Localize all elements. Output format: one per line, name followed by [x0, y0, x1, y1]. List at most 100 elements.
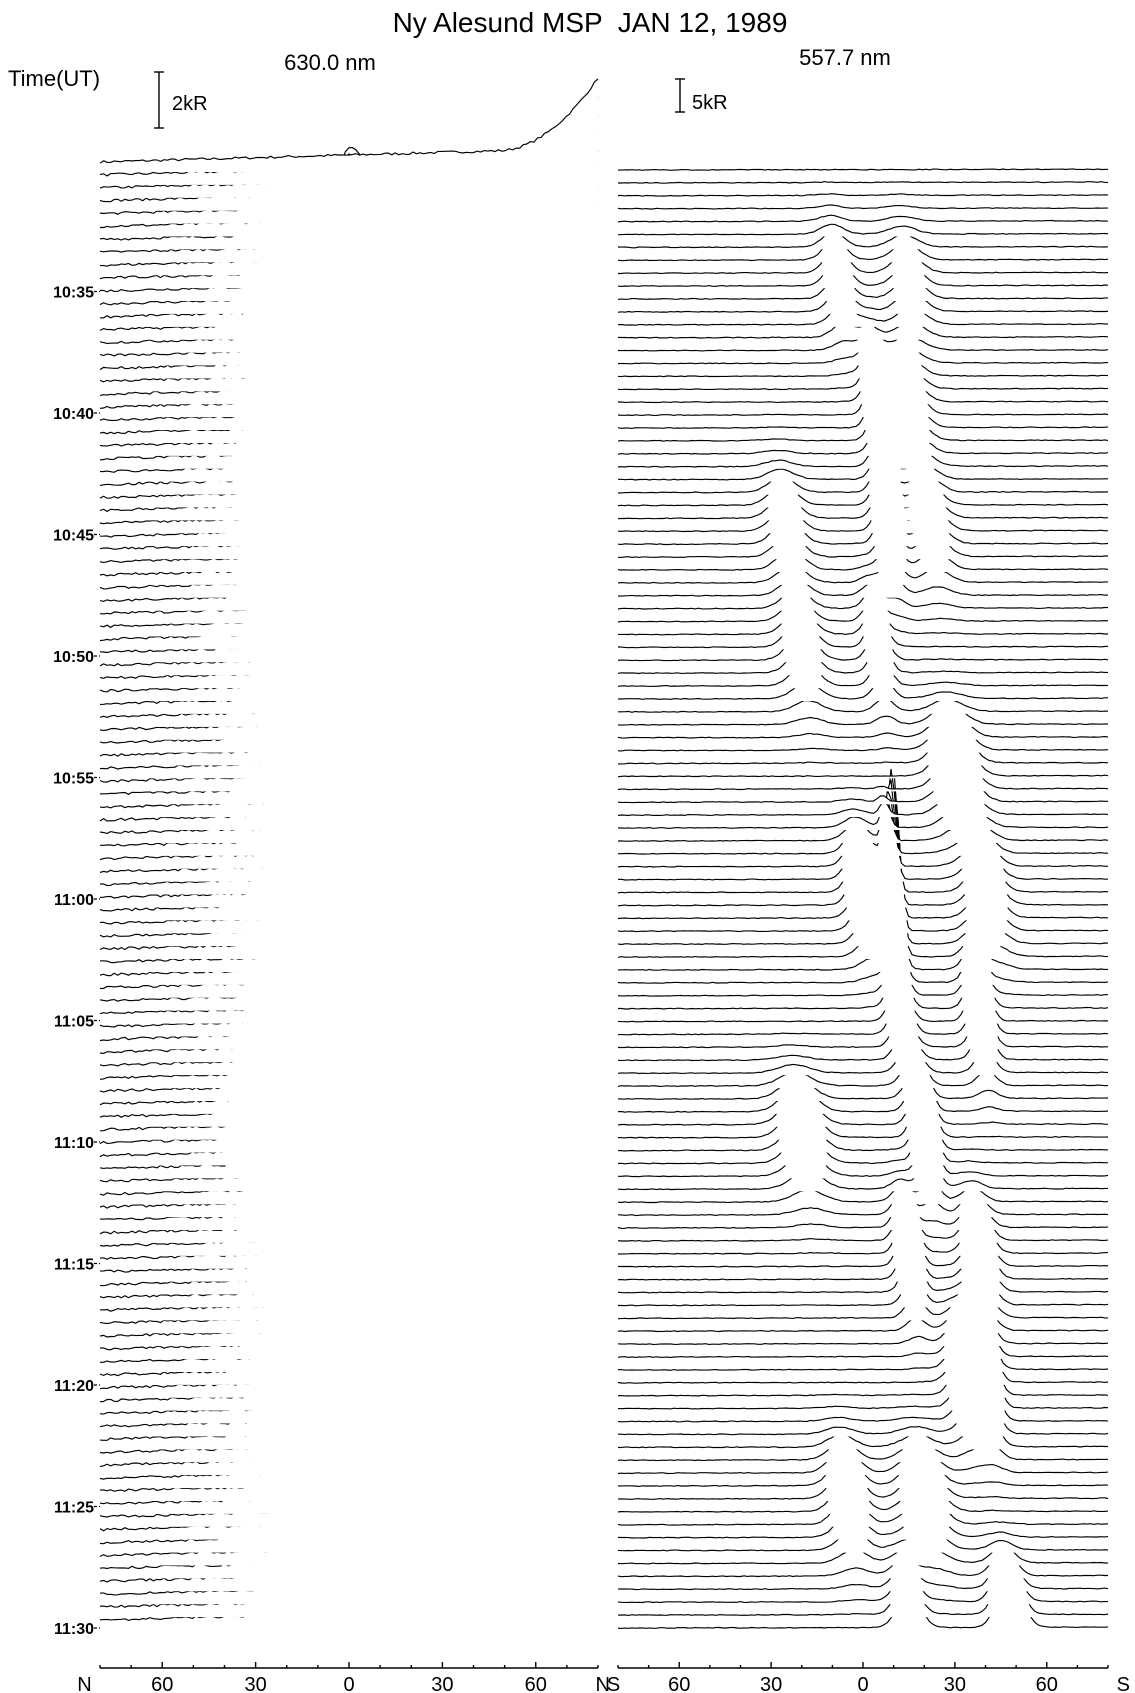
msp-trace: [617, 1445, 1109, 1475]
trace-mask: [618, 224, 1108, 237]
trace-mask: [618, 623, 1108, 663]
x-tick-label: S: [1117, 1674, 1130, 1693]
scale-bar-630nm: [154, 71, 164, 129]
msp-trace: [617, 1546, 1109, 1591]
trace-mask: [618, 322, 1108, 340]
msp-trace: [99, 78, 599, 164]
trace-mask: [618, 1283, 1108, 1321]
time-tick-label: 11:10: [54, 1135, 94, 1152]
stacked-traces-630nm: [99, 78, 599, 1630]
x-tick-label: 60: [668, 1674, 690, 1693]
time-tick-label: 10:40: [53, 406, 94, 423]
x-tick-label: 60: [151, 1674, 173, 1693]
x-tick-label: N: [595, 1674, 609, 1693]
trace-mask: [618, 601, 1108, 637]
msp-trace: [617, 1226, 1109, 1281]
trace-mask: [618, 1285, 1108, 1347]
msp-trace: [617, 1188, 1109, 1229]
trace-mask: [618, 1126, 1108, 1179]
trace-mask: [618, 1153, 1108, 1192]
trace-mask: [618, 908, 1108, 960]
msp-trace: [617, 1057, 1109, 1126]
trace-mask: [618, 1452, 1108, 1489]
scale-bar-label-630nm: 2kR: [172, 93, 208, 115]
time-tick-label: 11:00: [54, 892, 94, 909]
stacked-traces-557nm: [617, 168, 1109, 1630]
msp-trace: [617, 214, 1109, 223]
trace-mask: [618, 1179, 1108, 1205]
msp-trace: [617, 231, 1109, 249]
x-tick-label: 60: [1036, 1674, 1058, 1693]
trace-mask: [618, 977, 1108, 1037]
chart-title: Ny Alesund MSP JAN 12, 1989: [393, 7, 788, 38]
msp-trace: [617, 488, 1109, 546]
msp-trace: [617, 1152, 1108, 1191]
trace-mask: [618, 332, 1108, 392]
msp-trace: [617, 1285, 1109, 1345]
time-tick-label: 10:35: [53, 285, 94, 302]
msp-trace: [618, 168, 1109, 171]
msp-trace: [617, 1282, 1108, 1320]
x-axis-557nm: N 60 30 0 30 60 S: [595, 1662, 1130, 1693]
trace-mask: [618, 930, 1108, 972]
msp-trace: [617, 384, 1109, 442]
msp-trace: [617, 1329, 1109, 1410]
x-tick-label: S: [607, 1674, 620, 1693]
msp-trace: [617, 1286, 1109, 1333]
trace-mask: [618, 1188, 1108, 1218]
trace-mask: [618, 1547, 1108, 1579]
trace-mask: [618, 1461, 1108, 1501]
msp-trace: [618, 246, 1109, 275]
msp-trace: [617, 1440, 1109, 1462]
trace-mask: [618, 555, 1108, 585]
x-tick-label: 0: [343, 1674, 354, 1693]
x-tick-label: 30: [760, 1674, 782, 1693]
time-tick-label: 11:25: [54, 1500, 94, 1517]
msp-trace: [618, 976, 1109, 1036]
msp-trace: [617, 637, 1108, 675]
trace-mask: [618, 704, 1108, 727]
msp-trace: [617, 1079, 1109, 1152]
x-tick-label: N: [77, 1674, 91, 1693]
msp-trace: [617, 948, 1109, 1010]
msp-trace: [618, 1209, 1109, 1268]
time-axis: 10:35 10:40 10:45 10:50 10:55 11:00 11:05 11:10…: [53, 285, 100, 1638]
trace-mask: [618, 798, 1108, 843]
msp-trace: [617, 1187, 1109, 1217]
trace-mask: [618, 802, 1108, 831]
msp-trace: [617, 304, 1109, 326]
x-tick-label: 30: [431, 1674, 453, 1693]
msp-trace: [618, 450, 1109, 494]
trace-mask: [618, 1189, 1108, 1231]
msp-trace: [617, 801, 1109, 829]
msp-trace: [617, 1191, 1109, 1242]
msp-trace: [617, 223, 1109, 236]
msp-trace: [617, 285, 1109, 313]
msp-trace: [617, 193, 1109, 197]
msp-trace: [617, 270, 1109, 300]
msp-trace: [617, 456, 1109, 507]
msp-trace: [617, 1056, 1109, 1113]
msp-trace: [617, 782, 1109, 817]
msp-trace: [617, 1051, 1109, 1087]
msp-trace: [617, 959, 1109, 1023]
trace-mask: [618, 1100, 1108, 1166]
msp-trace: [618, 1281, 1109, 1371]
trace-mask: [618, 1023, 1108, 1063]
msp-trace: [617, 362, 1109, 429]
msp-trace: [617, 426, 1109, 468]
trace-mask: [618, 595, 1108, 624]
msp-trace: [617, 742, 1109, 791]
msp-trace: [617, 1178, 1109, 1204]
trace-mask: [618, 1269, 1108, 1308]
trace-mask: [618, 331, 1108, 379]
msp-trace: [617, 1064, 1109, 1139]
trace-mask: [618, 215, 1108, 224]
msp-trace: [617, 609, 1109, 649]
msp-trace: [618, 181, 1109, 184]
trace-mask: [618, 1058, 1108, 1127]
msp-trace: [617, 941, 1109, 984]
msp-trace: [617, 407, 1109, 455]
trace-mask: [618, 451, 1108, 495]
scale-bar-557nm: [675, 78, 685, 113]
